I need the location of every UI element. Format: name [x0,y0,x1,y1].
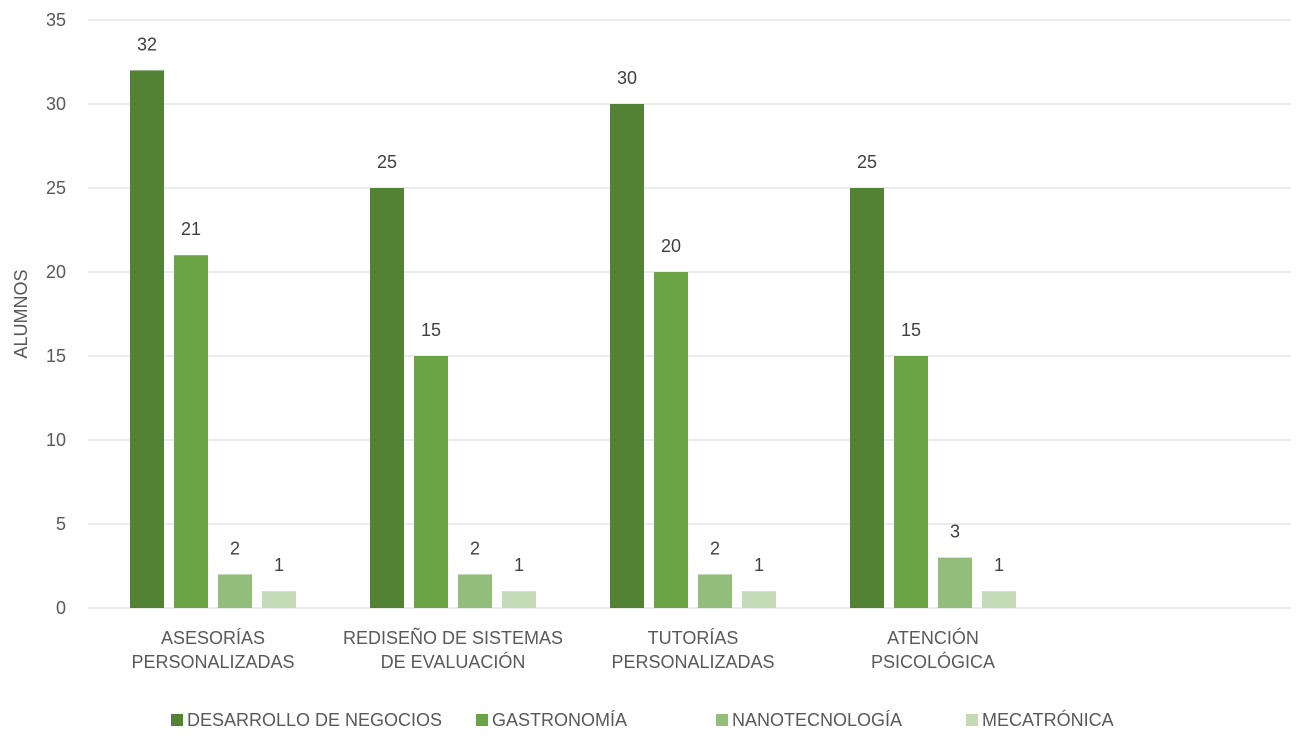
bar-3-0 [850,188,884,608]
data-label-2-1: 20 [661,236,681,256]
data-label-3-3: 1 [994,555,1004,575]
bar-1-0 [370,188,404,608]
bar-1-3 [502,591,536,608]
bar-1-2 [458,574,492,608]
bar-2-3 [742,591,776,608]
data-label-0-0: 32 [137,34,157,54]
x-category-label: REDISEÑO DE SISTEMAS [343,627,563,648]
y-tick-label: 10 [46,430,66,450]
data-label-1-1: 15 [421,320,441,340]
y-tick-label: 25 [46,178,66,198]
bar-2-2 [698,574,732,608]
y-tick-label: 30 [46,94,66,114]
x-category-label: DE EVALUACIÓN [381,651,526,672]
y-tick-label: 5 [56,514,66,534]
legend-label-3: MECATRÓNICA [982,709,1114,730]
x-category-label: ASESORÍAS [161,628,265,648]
legend-label-2: NANOTECNOLOGÍA [732,710,902,730]
y-tick-label: 35 [46,10,66,30]
bar-0-3 [262,591,296,608]
bar-3-3 [982,591,1016,608]
y-tick-label: 20 [46,262,66,282]
data-label-1-2: 2 [470,538,480,558]
data-label-2-0: 30 [617,68,637,88]
data-label-3-1: 15 [901,320,921,340]
data-label-2-3: 1 [754,555,764,575]
bar-2-0 [610,104,644,608]
bar-0-2 [218,574,252,608]
legend: DESARROLLO DE NEGOCIOS GASTRONOMÍA NANOTEC… [171,709,1114,730]
data-label-0-1: 21 [181,219,201,239]
bar-2-1 [654,272,688,608]
y-tick-label: 0 [56,598,66,618]
gridlines [88,19,1291,609]
bar-3-2 [938,557,972,608]
data-label-1-3: 1 [514,555,524,575]
bar-0-0 [130,70,164,608]
y-tick-label: 15 [46,346,66,366]
x-axis-categories: ASESORÍAS PERSONALIZADAS REDISEÑO DE SISTE… [131,627,995,672]
legend-swatch-1 [476,714,488,726]
data-label-2-2: 2 [710,538,720,558]
x-category-label: ATENCIÓN [887,627,979,648]
legend-swatch-3 [966,714,978,726]
bars [130,70,1016,608]
x-category-label: PSICOLÓGICA [871,651,995,672]
x-category-label: PERSONALIZADAS [611,652,774,672]
bar-3-1 [894,356,928,608]
legend-label-1: GASTRONOMÍA [492,710,627,730]
x-category-label: TUTORÍAS [648,628,739,648]
bar-1-1 [414,356,448,608]
legend-swatch-0 [171,714,183,726]
legend-swatch-2 [716,714,728,726]
data-label-3-0: 25 [857,152,877,172]
data-label-0-3: 1 [274,555,284,575]
x-category-label: PERSONALIZADAS [131,652,294,672]
data-label-1-0: 25 [377,152,397,172]
y-axis-title: ALUMNOS [11,269,31,358]
bar-0-1 [174,255,208,608]
data-label-3-2: 3 [950,522,960,542]
y-axis-ticks: 0 5 10 15 20 25 30 35 [46,10,66,618]
data-label-0-2: 2 [230,538,240,558]
legend-label-0: DESARROLLO DE NEGOCIOS [187,710,442,730]
